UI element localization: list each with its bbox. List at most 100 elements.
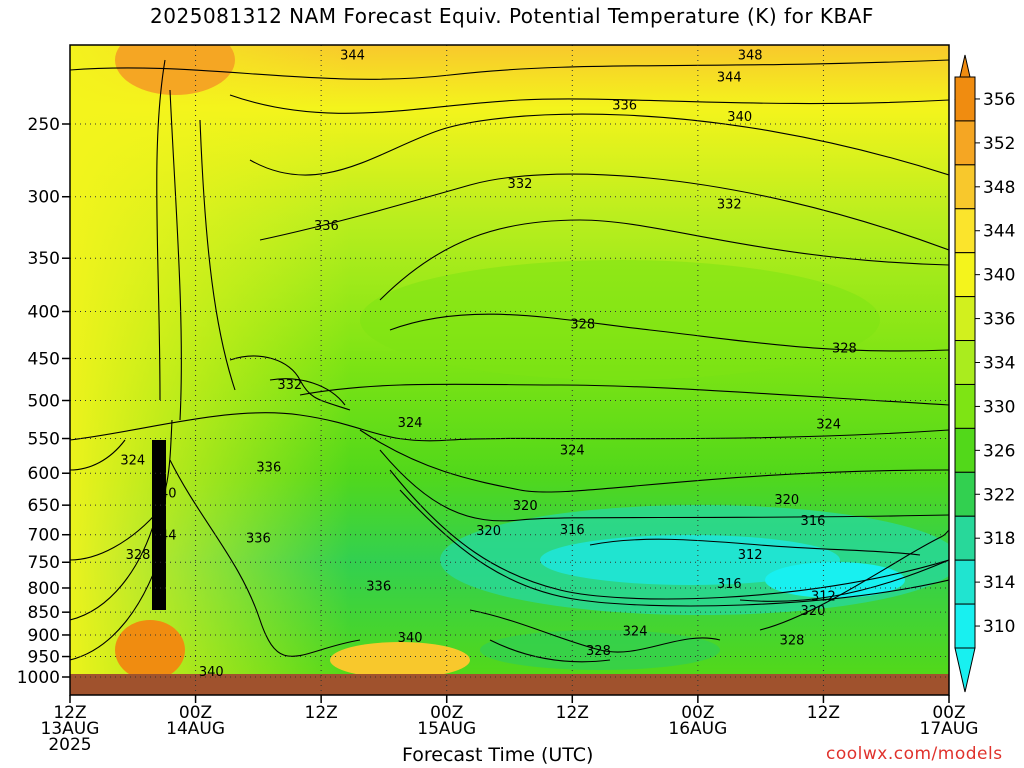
contour-label: 324 [398,416,423,431]
colorbar-segment [954,76,976,122]
contour-line [199,119,236,391]
field-warm-bottom [330,642,470,674]
contour-line [379,219,949,301]
x-tick-label: 13AUG [41,719,100,739]
field-left-warm-band [70,45,350,674]
x-tick-label: 2025 [48,735,91,755]
colorbar: 356 352 348 344 340 336 334 330 326 322 318 314 310 [954,54,1015,693]
contour-label: 344 [717,71,742,86]
colorbar-label: 352 [983,134,1015,154]
field-cyan-core [540,535,840,585]
y-tick-label: 550 [28,430,60,450]
contour-line [156,59,166,401]
contour-label: 344 [340,48,365,63]
x-axis-title: Forecast Time (UTC) [402,744,594,766]
contour-label: 324 [560,443,585,458]
colorbar-segment [954,515,976,561]
y-tick-label: 1000 [17,668,60,688]
contour-label: 324 [816,418,841,433]
contour-line [229,94,949,114]
contour-label: 328 [586,644,611,659]
contour-line [70,519,156,621]
contour-label: 340 [199,665,224,680]
contour-line [399,489,949,607]
y-axis: 250 300 350 400 450 500 550 600 650 700 750 800 850 9… [17,115,70,688]
contour-line [70,439,126,471]
x-tick-label: 12Z [53,703,86,723]
colorbar-label: 348 [983,178,1015,198]
contour-label: 328 [570,317,595,332]
contour-line [70,59,949,80]
contour-label: 320 [513,499,538,514]
contour-line [299,383,949,406]
y-tick-label: 400 [28,302,60,322]
contour-line [70,412,949,442]
colorbar-label: 344 [983,222,1015,242]
contour-line [739,559,949,602]
plot-field [70,45,949,674]
contour-label: 340 [152,487,177,502]
contour-line [489,639,611,663]
y-tick-label: 950 [28,648,60,668]
field-orange-top [115,45,235,95]
contour-line [249,113,949,176]
colorbar-label: 334 [983,354,1015,374]
contour-line [589,538,921,556]
field-orange-bottom [115,620,185,674]
contour-line [70,419,173,561]
colorbar-segment [954,208,976,254]
contour-lines [70,59,949,663]
contour-label: 336 [246,532,271,547]
contour-label: 348 [738,48,763,63]
contour-label: 328 [832,342,857,357]
contour-line [169,89,182,421]
source-credit: coolwx.com/models [826,744,1003,764]
y-tick-label: 350 [28,249,60,269]
contour-label: 320 [476,524,501,539]
y-tick-label: 850 [28,603,60,623]
front-band [152,440,166,610]
contour-label: 340 [727,110,752,125]
contour-line [269,378,346,406]
contour-line [389,469,949,600]
colorbar-label: 318 [983,529,1015,549]
contour-line [359,429,949,493]
contour-label: 328 [780,633,805,648]
x-tick-label: 12Z [807,703,840,723]
contour-label: 328 [126,548,151,563]
x-tick-label: 00Z [179,703,212,723]
contour-line [389,313,949,352]
contour-label: 320 [774,493,799,508]
x-tick-label: 00Z [932,703,965,723]
contour-label: 324 [120,454,145,469]
colorbar-segment [954,427,976,473]
y-tick-label: 300 [28,188,60,208]
contour-labels: 344 348 344 336 340 332 332 336 328 328 332 324 324 3… [120,48,857,680]
contour-line [759,529,949,631]
contour-label: 344 [152,529,177,544]
colorbar-segment [954,340,976,385]
contour-label: 324 [623,625,648,640]
colorbar-segment [954,252,976,298]
contour-label: 316 [560,523,585,538]
contour-label: 320 [801,604,826,619]
colorbar-bottom-arrow [954,647,976,693]
y-tick-label: 650 [28,496,60,516]
chart-title: 2025081312 NAM Forecast Equiv. Potential… [150,4,874,28]
y-tick-label: 600 [28,464,60,484]
colorbar-segment [954,120,976,166]
colorbar-label: 356 [983,90,1015,110]
contour-label: 332 [508,177,533,192]
x-tick-label: 00Z [681,703,714,723]
x-tick-label: 16AUG [668,719,727,739]
colorbar-label: 310 [983,617,1015,637]
contour-label: 312 [738,548,763,563]
field-green-mid [360,260,880,380]
contour-label: 316 [717,577,742,592]
contour-label: 340 [398,631,423,646]
contour-line [169,459,361,657]
y-tick-label: 500 [28,392,60,412]
colorbar-label: 314 [983,573,1015,593]
